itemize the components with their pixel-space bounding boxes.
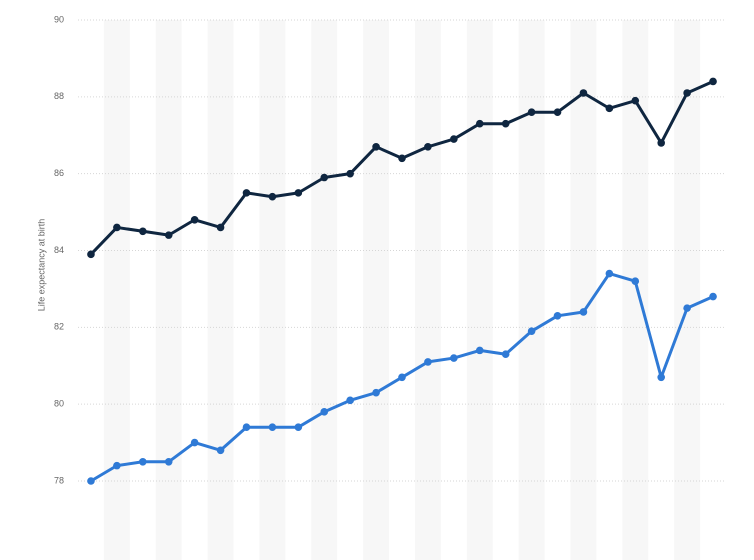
data-point: [424, 358, 432, 366]
data-point: [320, 408, 329, 416]
band: [414, 20, 441, 560]
data-point: [450, 354, 458, 362]
data-point: [579, 308, 588, 316]
data-point: [579, 89, 588, 97]
data-point: [190, 438, 199, 447]
data-point: [242, 189, 251, 197]
y-tick-label: 84: [54, 245, 64, 255]
data-point: [139, 227, 147, 236]
data-point: [501, 350, 510, 359]
data-point: [268, 192, 277, 201]
data-point: [398, 373, 406, 382]
data-point: [527, 108, 536, 116]
y-axis-label: Life expectancy at birth: [36, 219, 46, 312]
data-point: [475, 346, 484, 355]
data-point: [346, 396, 354, 405]
y-tick-label: 82: [54, 322, 64, 332]
band: [103, 20, 130, 560]
data-point: [631, 277, 640, 286]
data-point: [320, 173, 329, 182]
data-point: [190, 215, 199, 224]
band: [674, 20, 701, 560]
data-point: [424, 142, 432, 151]
band: [466, 20, 493, 560]
data-point: [268, 423, 277, 432]
band: [363, 20, 390, 560]
data-point: [450, 135, 458, 143]
band: [570, 20, 597, 560]
data-point: [527, 327, 536, 335]
data-point: [87, 250, 95, 259]
data-point: [631, 96, 640, 105]
data-point: [139, 457, 147, 466]
data-point: [657, 139, 665, 147]
data-point: [657, 373, 665, 382]
y-tick-label: 80: [54, 399, 64, 409]
band: [518, 20, 545, 560]
y-tick-label: 90: [54, 14, 64, 24]
y-tick-label: 88: [54, 91, 64, 101]
data-point: [398, 154, 406, 163]
data-point: [164, 231, 173, 239]
y-tick-label: 86: [54, 168, 64, 178]
band: [155, 20, 182, 560]
data-point: [553, 108, 562, 116]
data-point: [164, 457, 173, 466]
data-point: [709, 77, 717, 86]
band: [259, 20, 286, 560]
data-point: [372, 142, 380, 151]
data-point: [553, 312, 562, 320]
data-point: [501, 119, 510, 128]
band-layer: [103, 20, 701, 560]
y-tick-label: 78: [54, 475, 64, 485]
data-point: [709, 292, 717, 301]
data-point: [294, 189, 303, 197]
data-point: [242, 423, 251, 432]
data-point: [294, 423, 303, 432]
band: [622, 20, 649, 560]
data-point: [475, 119, 484, 128]
data-point: [683, 304, 691, 312]
data-point: [113, 223, 121, 232]
data-point: [605, 104, 614, 113]
data-point: [605, 269, 614, 278]
band: [311, 20, 338, 560]
data-point: [87, 477, 95, 485]
data-point: [216, 446, 225, 455]
data-point: [683, 89, 691, 97]
data-point: [372, 388, 380, 397]
data-point: [346, 169, 354, 178]
data-point: [113, 461, 121, 470]
data-point: [216, 223, 225, 232]
band: [207, 20, 234, 560]
series-line: [89, 80, 714, 256]
